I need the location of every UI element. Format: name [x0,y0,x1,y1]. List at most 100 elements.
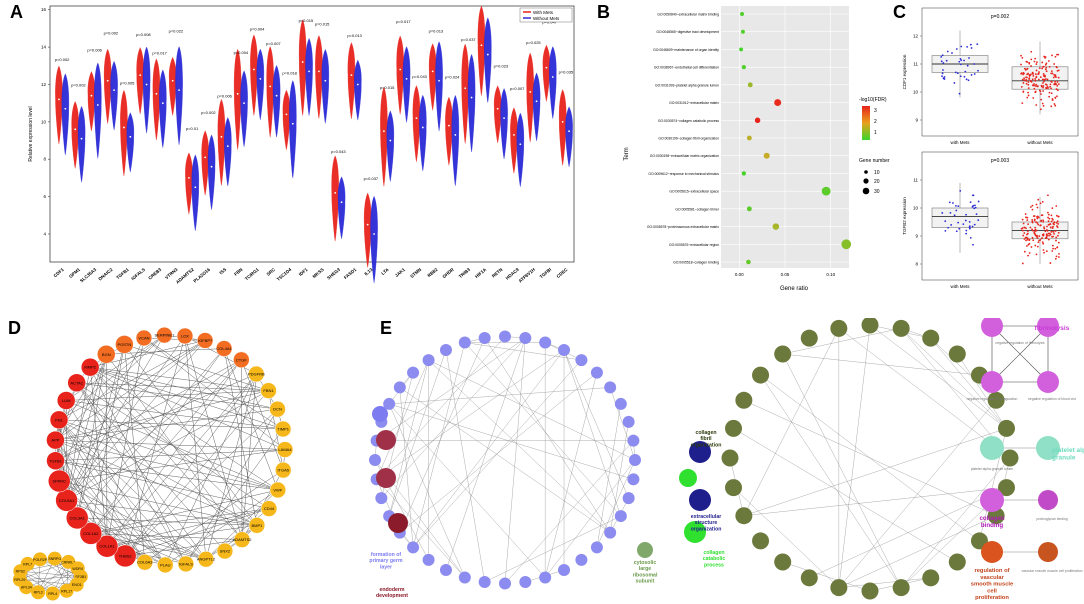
ppi-node-label: BGN [102,352,111,357]
boxplot-dot [1057,69,1060,72]
boxplot-dot [1024,213,1027,215]
dotplot-xtick: 0.05 [781,272,790,277]
violin-pvalue: p=0.015 [380,85,395,90]
boxplot-ytick-label: 12 [913,34,919,39]
violin-shape [126,112,135,173]
ppi-node [49,410,69,430]
boxplot-dot [1055,76,1057,79]
legend-fdr-tick-3: 3 [874,108,877,114]
violin-shape [419,94,427,171]
boxplot-dot [1029,226,1032,229]
boxplot-dot [1022,82,1025,84]
violin-median [545,66,548,69]
boxplot-dot [1045,234,1048,236]
boxplot-dot [1028,61,1031,64]
dotplot-term-labels: GO:0050840~extracellular matrix binding G… [647,13,720,265]
boxplot-dot [1054,55,1057,58]
violin-median [96,104,99,106]
violin-median [568,130,570,133]
boxplot-dot [944,220,947,223]
violin-pvalues: p=0.002 p=0.002 p=0.006 p=0.002 p=0.005 p=0.0… [55,18,574,181]
boxplot-dot [940,55,943,58]
ppi-edge [90,366,278,410]
ppi-edge [59,419,284,430]
blue-cluster-node [627,434,640,447]
ppi-edge [66,340,206,501]
label-collagen-binding: binding [981,522,1004,529]
ppi-edge [124,344,258,526]
violin-median [178,89,180,91]
boxplot-dot [1050,81,1053,83]
boxplot-dot [1028,242,1031,245]
label-endoderm: endoderm [379,587,404,593]
boxplot-dot [1056,81,1059,83]
olive-cluster-edge [782,561,871,592]
fibrinolysis-edge [991,325,1049,383]
boxplot-dot [975,213,978,216]
boxplot-dot [955,230,958,233]
violin-shape [386,110,395,182]
violin-shape [191,154,200,231]
boxplot-dot [1052,218,1054,221]
ppi-edge [66,500,257,526]
blue-cluster-edge [445,349,485,583]
olive-cluster-edge [782,328,902,355]
legend-size-30 [862,187,870,195]
blue-cluster-edge [399,387,611,533]
boxplot-dot [942,62,945,64]
ppi-node-label: ENO1 [72,583,82,587]
boxplot-dot [1023,77,1025,80]
boxplot-dot [1020,63,1022,66]
boxplot-dot [1044,75,1046,77]
boxplot-dot [1036,215,1039,218]
boxplot-dot [1027,223,1030,226]
boxplot-dot [1021,78,1024,81]
boxplot-dot [1045,84,1048,86]
boxplot-dot [1022,91,1025,93]
boxplot-dot [1038,239,1040,242]
olive-cluster-edge [957,353,1007,429]
ppi-edge [124,335,186,556]
boxplot-dot [1042,234,1045,237]
ppi-edge-small [19,576,81,580]
ppi-node-label: LUM [62,398,70,403]
violin-median [496,107,499,110]
boxplot-dot [1036,217,1039,220]
ppi-edge [184,335,207,560]
violin-gene-label: RB82 [426,267,438,279]
ppi-edge [205,525,258,560]
ppi-edge [59,480,257,526]
boxplot-dot [968,57,970,59]
boxplot-dot [1034,73,1037,75]
violin-shape [516,112,525,187]
boxplot-dot [1054,230,1057,232]
ppi-node-label: CRNKL1 [61,560,75,564]
violin-gene-label: GHDR [441,266,455,279]
boxplot-dot [1031,236,1034,239]
boxplot-dot [959,63,962,66]
blue-cluster-edge [610,387,636,461]
ppi-edge [55,460,166,566]
blue-cluster-edge [545,372,598,578]
blue-cluster-node [478,332,491,345]
ppi-edge-small [20,571,81,577]
boxplot-dot [948,201,951,204]
boxplot-dot [1026,96,1029,99]
ppi-nodes: THBS2 COL1A1 COL1A2 COL3A1 COL5A1 SPARC TGFB1 A… [12,326,294,601]
boxplot-dot [1026,73,1028,76]
ppi-edge [76,382,187,565]
boxplot-dot [1034,234,1037,237]
boxplot-top-ylabel: CDF1 expression [902,54,907,89]
blue-cluster-edge [381,337,526,499]
ppi-edge [66,390,269,401]
ppi-edge [66,354,107,501]
violin-shape [370,195,378,283]
dotplot-point [841,239,852,250]
label-ribosome: large [639,566,652,572]
boxplot-dot [1054,80,1057,83]
dotplot-term-label: GO:0030199~collagen fibril organization [658,137,719,141]
ppi-edge [124,344,269,391]
label-platelet: granule [1052,455,1076,462]
violin-median [106,79,109,82]
collagen-binding-node [980,488,1004,512]
